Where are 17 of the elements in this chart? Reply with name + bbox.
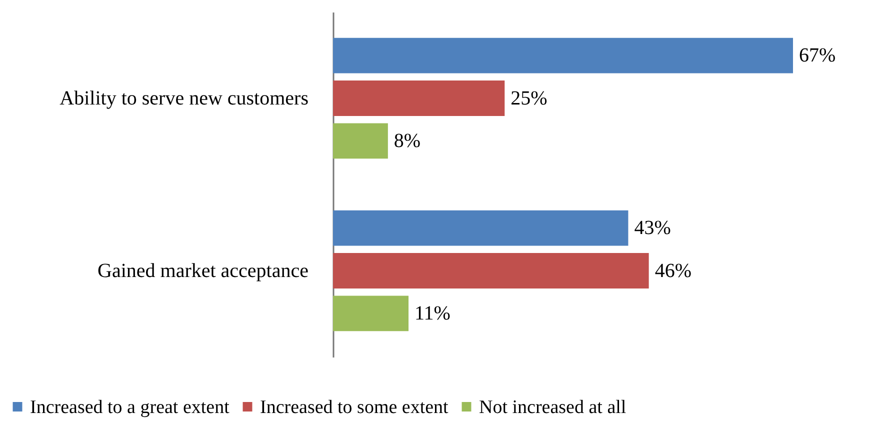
bar bbox=[333, 210, 628, 246]
y-tick-label: Gained market acceptance bbox=[98, 260, 309, 282]
legend-label: Not increased at all bbox=[479, 396, 626, 418]
data-label: 8% bbox=[394, 130, 421, 152]
bar bbox=[333, 80, 505, 116]
bar bbox=[333, 38, 793, 74]
legend-label: Increased to a great extent bbox=[30, 396, 230, 418]
bar bbox=[333, 296, 409, 332]
data-label: 67% bbox=[799, 44, 836, 67]
data-label: 46% bbox=[654, 260, 692, 282]
data-label: 43% bbox=[634, 217, 671, 240]
bar bbox=[333, 253, 649, 288]
data-label: 25% bbox=[510, 87, 548, 110]
data-label: 11% bbox=[414, 302, 450, 324]
bar bbox=[333, 123, 388, 159]
legend-label: Increased to some extent bbox=[260, 396, 450, 418]
y-tick-label: Ability to serve new customers bbox=[60, 87, 309, 110]
